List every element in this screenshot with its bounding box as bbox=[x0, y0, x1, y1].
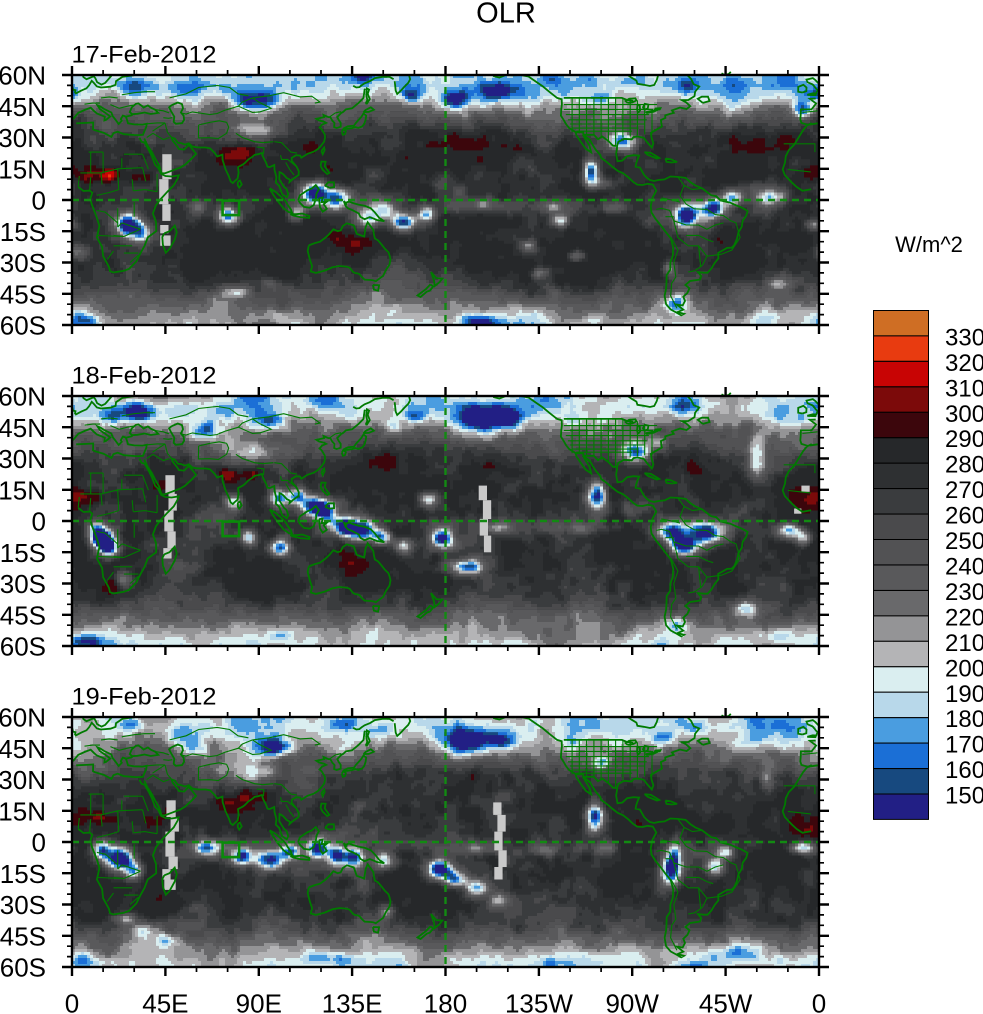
svg-text:240: 240 bbox=[945, 554, 983, 581]
svg-text:280: 280 bbox=[945, 452, 983, 479]
svg-text:0: 0 bbox=[32, 828, 46, 858]
svg-text:0: 0 bbox=[65, 989, 79, 1014]
svg-text:30N: 30N bbox=[0, 765, 46, 795]
svg-text:15N: 15N bbox=[0, 475, 46, 505]
svg-text:160: 160 bbox=[945, 757, 983, 784]
svg-text:260: 260 bbox=[945, 503, 983, 530]
svg-text:60N: 60N bbox=[0, 61, 46, 91]
svg-text:270: 270 bbox=[945, 477, 983, 504]
svg-text:45W: 45W bbox=[699, 989, 753, 1014]
svg-text:135E: 135E bbox=[322, 989, 383, 1014]
svg-text:45E: 45E bbox=[142, 989, 188, 1014]
svg-text:W/m^2: W/m^2 bbox=[895, 232, 963, 257]
svg-text:15N: 15N bbox=[0, 154, 46, 184]
svg-text:230: 230 bbox=[945, 579, 983, 606]
svg-text:135W: 135W bbox=[505, 989, 573, 1014]
svg-text:250: 250 bbox=[945, 528, 983, 555]
svg-text:45S: 45S bbox=[0, 279, 46, 309]
svg-text:60S: 60S bbox=[0, 953, 46, 983]
svg-text:0: 0 bbox=[32, 186, 46, 216]
svg-text:15S: 15S bbox=[0, 217, 46, 247]
svg-text:15S: 15S bbox=[0, 859, 46, 889]
svg-text:220: 220 bbox=[945, 604, 983, 631]
svg-text:190: 190 bbox=[945, 681, 983, 708]
svg-text:180: 180 bbox=[424, 989, 467, 1014]
svg-text:45S: 45S bbox=[0, 921, 46, 951]
svg-text:18-Feb-2012: 18-Feb-2012 bbox=[72, 362, 217, 389]
svg-text:60N: 60N bbox=[0, 703, 46, 733]
svg-text:200: 200 bbox=[945, 655, 983, 682]
svg-text:OLR: OLR bbox=[476, 0, 536, 29]
svg-text:210: 210 bbox=[945, 630, 983, 657]
svg-text:30S: 30S bbox=[0, 248, 46, 278]
svg-text:170: 170 bbox=[945, 732, 983, 759]
svg-text:19-Feb-2012: 19-Feb-2012 bbox=[72, 683, 217, 710]
svg-text:150: 150 bbox=[945, 783, 983, 810]
svg-text:45N: 45N bbox=[0, 734, 46, 764]
svg-text:30N: 30N bbox=[0, 123, 46, 153]
svg-text:60S: 60S bbox=[0, 632, 46, 662]
svg-text:290: 290 bbox=[945, 426, 983, 453]
svg-text:310: 310 bbox=[945, 375, 983, 402]
svg-text:45N: 45N bbox=[0, 92, 46, 122]
svg-text:0: 0 bbox=[32, 507, 46, 537]
svg-text:60S: 60S bbox=[0, 311, 46, 341]
svg-text:45N: 45N bbox=[0, 413, 46, 443]
svg-text:17-Feb-2012: 17-Feb-2012 bbox=[72, 41, 217, 68]
svg-text:320: 320 bbox=[945, 350, 983, 377]
svg-text:30S: 30S bbox=[0, 569, 46, 599]
svg-text:30N: 30N bbox=[0, 444, 46, 474]
svg-text:15S: 15S bbox=[0, 538, 46, 568]
svg-text:15N: 15N bbox=[0, 796, 46, 826]
svg-text:60N: 60N bbox=[0, 382, 46, 412]
svg-text:45S: 45S bbox=[0, 600, 46, 630]
svg-text:90W: 90W bbox=[605, 989, 659, 1014]
svg-text:90E: 90E bbox=[236, 989, 282, 1014]
svg-text:330: 330 bbox=[945, 324, 983, 351]
svg-text:30S: 30S bbox=[0, 890, 46, 920]
svg-text:180: 180 bbox=[945, 706, 983, 733]
svg-text:0: 0 bbox=[812, 989, 826, 1014]
svg-text:300: 300 bbox=[945, 401, 983, 428]
